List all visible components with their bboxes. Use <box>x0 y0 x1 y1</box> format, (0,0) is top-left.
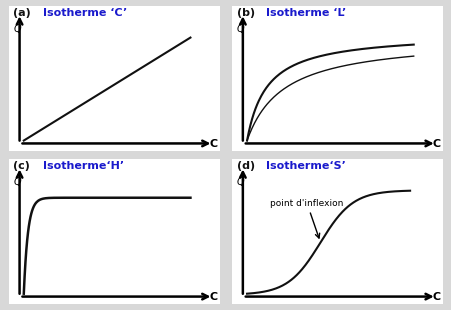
Text: C: C <box>432 139 440 149</box>
Text: Q: Q <box>13 177 21 187</box>
Text: (b): (b) <box>236 8 254 18</box>
Text: (a): (a) <box>13 8 31 18</box>
Text: C: C <box>209 292 217 302</box>
Text: Q: Q <box>13 24 21 33</box>
Text: C: C <box>209 139 217 149</box>
Text: Isotherme ‘L’: Isotherme ‘L’ <box>266 8 345 18</box>
Text: (c): (c) <box>13 161 30 171</box>
Text: Q: Q <box>236 177 244 187</box>
Text: Isotherme ‘C’: Isotherme ‘C’ <box>43 8 127 18</box>
Text: Isotherme‘H’: Isotherme‘H’ <box>43 161 124 171</box>
Text: Q: Q <box>236 24 244 33</box>
Text: point d'inflexion: point d'inflexion <box>270 199 343 238</box>
Text: (d): (d) <box>236 161 254 171</box>
Text: Isotherme‘S’: Isotherme‘S’ <box>266 161 345 171</box>
Text: C: C <box>432 292 440 302</box>
